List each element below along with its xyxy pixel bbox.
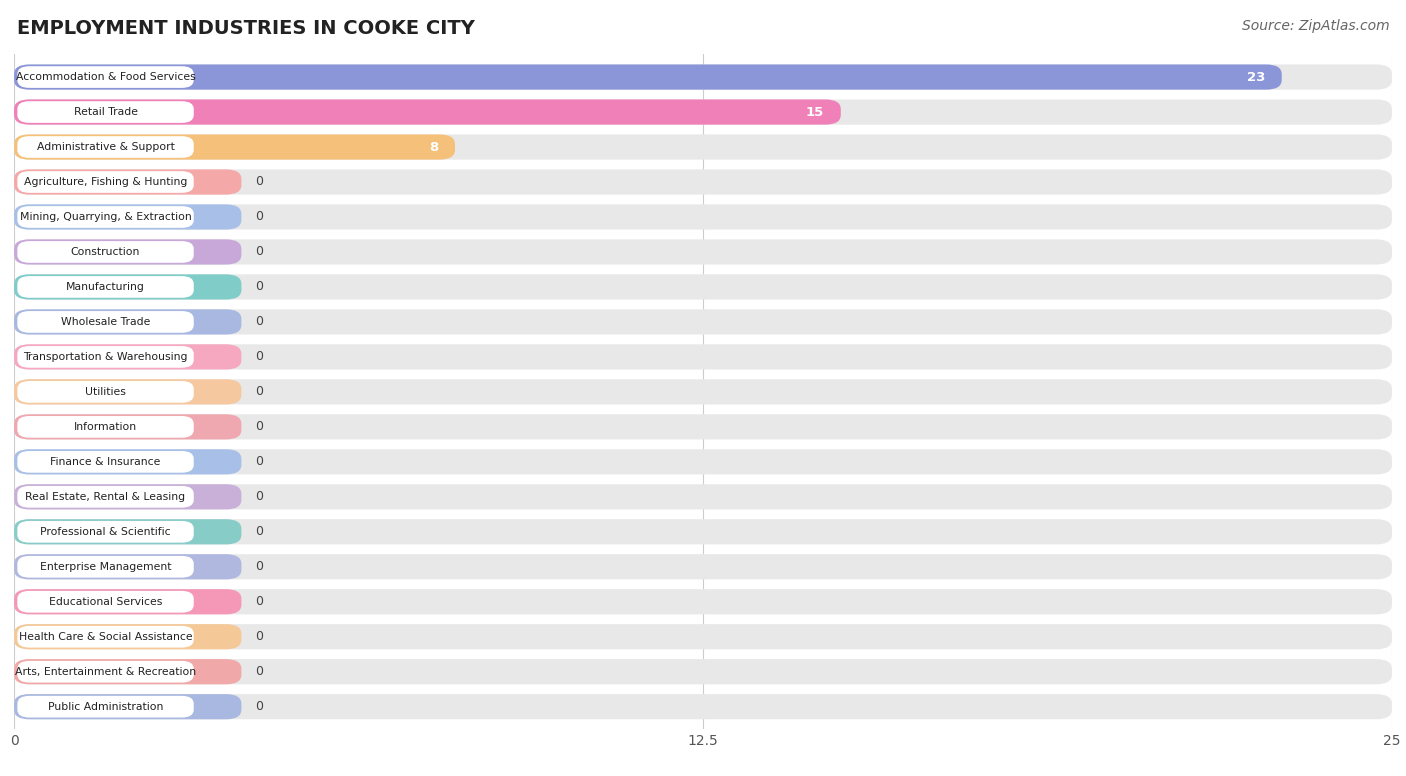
FancyBboxPatch shape [14, 310, 1392, 334]
Text: 0: 0 [256, 700, 263, 713]
Text: Public Administration: Public Administration [48, 702, 163, 712]
Text: Construction: Construction [70, 247, 141, 257]
Text: Transportation & Warehousing: Transportation & Warehousing [24, 352, 188, 362]
FancyBboxPatch shape [14, 414, 242, 439]
Text: 15: 15 [806, 106, 824, 119]
Text: Wholesale Trade: Wholesale Trade [60, 317, 150, 327]
FancyBboxPatch shape [14, 694, 1392, 719]
Text: 0: 0 [256, 210, 263, 223]
FancyBboxPatch shape [14, 134, 1392, 160]
Text: 0: 0 [256, 351, 263, 363]
FancyBboxPatch shape [17, 416, 194, 438]
Text: 0: 0 [256, 280, 263, 293]
Text: 0: 0 [256, 315, 263, 328]
Text: EMPLOYMENT INDUSTRIES IN COOKE CITY: EMPLOYMENT INDUSTRIES IN COOKE CITY [17, 19, 475, 38]
FancyBboxPatch shape [14, 414, 1392, 439]
FancyBboxPatch shape [14, 554, 242, 580]
FancyBboxPatch shape [14, 345, 1392, 369]
Text: Educational Services: Educational Services [49, 597, 162, 607]
FancyBboxPatch shape [14, 554, 1392, 580]
FancyBboxPatch shape [14, 519, 242, 545]
Text: 0: 0 [256, 595, 263, 608]
Text: Mining, Quarrying, & Extraction: Mining, Quarrying, & Extraction [20, 212, 191, 222]
Text: Administrative & Support: Administrative & Support [37, 142, 174, 152]
FancyBboxPatch shape [17, 101, 194, 123]
FancyBboxPatch shape [14, 64, 1392, 90]
FancyBboxPatch shape [14, 204, 1392, 230]
Text: Source: ZipAtlas.com: Source: ZipAtlas.com [1241, 19, 1389, 33]
FancyBboxPatch shape [14, 449, 1392, 474]
FancyBboxPatch shape [14, 484, 1392, 509]
FancyBboxPatch shape [17, 556, 194, 577]
FancyBboxPatch shape [14, 659, 1392, 684]
FancyBboxPatch shape [17, 381, 194, 403]
Text: 0: 0 [256, 490, 263, 504]
Text: 0: 0 [256, 525, 263, 539]
FancyBboxPatch shape [17, 171, 194, 193]
FancyBboxPatch shape [17, 626, 194, 648]
Text: Health Care & Social Assistance: Health Care & Social Assistance [18, 632, 193, 642]
FancyBboxPatch shape [14, 275, 1392, 300]
Text: Retail Trade: Retail Trade [73, 107, 138, 117]
FancyBboxPatch shape [17, 451, 194, 473]
Text: 0: 0 [256, 386, 263, 398]
FancyBboxPatch shape [14, 659, 242, 684]
FancyBboxPatch shape [14, 379, 242, 404]
FancyBboxPatch shape [17, 206, 194, 228]
FancyBboxPatch shape [17, 696, 194, 718]
FancyBboxPatch shape [17, 661, 194, 683]
Text: Manufacturing: Manufacturing [66, 282, 145, 292]
FancyBboxPatch shape [14, 169, 242, 195]
FancyBboxPatch shape [14, 449, 242, 474]
FancyBboxPatch shape [14, 519, 1392, 545]
Text: 0: 0 [256, 665, 263, 678]
FancyBboxPatch shape [17, 521, 194, 542]
Text: Arts, Entertainment & Recreation: Arts, Entertainment & Recreation [15, 667, 195, 677]
Text: 0: 0 [256, 245, 263, 258]
FancyBboxPatch shape [17, 311, 194, 333]
FancyBboxPatch shape [14, 694, 242, 719]
Text: Accommodation & Food Services: Accommodation & Food Services [15, 72, 195, 82]
Text: 8: 8 [429, 140, 439, 154]
Text: Professional & Scientific: Professional & Scientific [41, 527, 172, 537]
FancyBboxPatch shape [14, 134, 456, 160]
Text: 0: 0 [256, 560, 263, 573]
FancyBboxPatch shape [17, 136, 194, 158]
Text: Utilities: Utilities [86, 387, 127, 397]
FancyBboxPatch shape [14, 239, 242, 265]
FancyBboxPatch shape [17, 66, 194, 88]
Text: 0: 0 [256, 456, 263, 469]
Text: Agriculture, Fishing & Hunting: Agriculture, Fishing & Hunting [24, 177, 187, 187]
Text: Finance & Insurance: Finance & Insurance [51, 457, 160, 467]
Text: 23: 23 [1247, 71, 1265, 84]
FancyBboxPatch shape [17, 241, 194, 263]
Text: Real Estate, Rental & Leasing: Real Estate, Rental & Leasing [25, 492, 186, 502]
FancyBboxPatch shape [14, 310, 242, 334]
Text: 0: 0 [256, 421, 263, 433]
Text: Information: Information [75, 422, 138, 432]
FancyBboxPatch shape [17, 591, 194, 612]
FancyBboxPatch shape [17, 276, 194, 298]
FancyBboxPatch shape [14, 169, 1392, 195]
FancyBboxPatch shape [14, 624, 1392, 650]
FancyBboxPatch shape [14, 624, 242, 650]
FancyBboxPatch shape [14, 99, 841, 125]
FancyBboxPatch shape [14, 239, 1392, 265]
FancyBboxPatch shape [14, 99, 1392, 125]
FancyBboxPatch shape [17, 346, 194, 368]
FancyBboxPatch shape [14, 484, 242, 509]
FancyBboxPatch shape [14, 589, 1392, 615]
FancyBboxPatch shape [14, 345, 242, 369]
Text: 0: 0 [256, 630, 263, 643]
FancyBboxPatch shape [14, 204, 242, 230]
Text: Enterprise Management: Enterprise Management [39, 562, 172, 572]
FancyBboxPatch shape [14, 589, 242, 615]
FancyBboxPatch shape [17, 486, 194, 508]
FancyBboxPatch shape [14, 275, 242, 300]
FancyBboxPatch shape [14, 379, 1392, 404]
Text: 0: 0 [256, 175, 263, 189]
FancyBboxPatch shape [14, 64, 1282, 90]
